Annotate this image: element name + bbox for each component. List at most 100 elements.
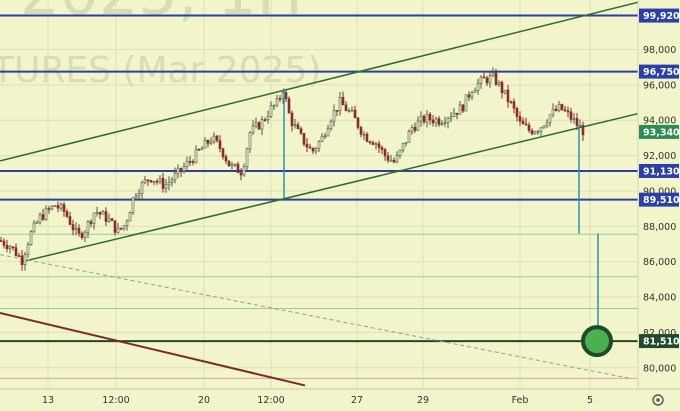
target-circle-marker	[581, 325, 613, 358]
trend-descending-support	[0, 311, 306, 387]
candle-body-15	[44, 208, 48, 220]
candle-body-66	[197, 149, 201, 151]
candle-body-60	[179, 167, 183, 172]
time-tick-label-4: 27	[351, 395, 363, 406]
trend-lines	[0, 1, 641, 387]
price-tag-label-2: 93,340	[643, 127, 680, 138]
candle-body-43	[128, 212, 132, 222]
candle-body-186	[557, 103, 561, 111]
candle-body-86	[257, 122, 261, 130]
candle-body-107	[320, 135, 324, 142]
candle-body-148	[443, 122, 447, 124]
candle-body-25	[74, 227, 78, 231]
candle-body-152	[455, 112, 459, 115]
candle-body-31	[92, 212, 96, 224]
candle-body-178	[533, 131, 537, 135]
time-tick-label-6: Feb	[512, 395, 529, 406]
candle-body-92	[275, 98, 279, 106]
candle-body-6	[17, 255, 21, 257]
candle-body-78	[233, 163, 237, 166]
candle-body-144	[431, 119, 435, 124]
price-tick-label-6: 86,000	[643, 257, 676, 268]
candle-body-170	[509, 101, 513, 103]
price-tick-label-5: 88,000	[643, 222, 676, 233]
candle-body-137	[410, 127, 414, 132]
candle-body-177	[530, 130, 534, 135]
candle-body-147	[440, 123, 444, 125]
candle-body-143	[428, 114, 432, 121]
horizontal-levels	[0, 14, 638, 379]
candle-body-74	[221, 148, 225, 157]
candle-body-47	[140, 182, 144, 195]
candle-body-105	[314, 148, 318, 152]
candle-body-181	[542, 125, 546, 129]
candle-body-176	[527, 124, 531, 131]
candle-body-135	[404, 142, 408, 144]
candle-body-28	[83, 231, 87, 238]
candle-body-49	[146, 179, 150, 182]
candle-body-81	[242, 166, 246, 176]
candle-body-155	[464, 94, 468, 112]
time-tick-label-7: 5	[587, 395, 593, 406]
candle-body-118	[353, 109, 357, 119]
candle-body-37	[110, 218, 114, 221]
candle-body-16	[47, 208, 51, 210]
candle-body-126	[377, 143, 381, 148]
candle-body-61	[182, 166, 186, 172]
candle-body-162	[485, 77, 489, 84]
candle-body-188	[563, 109, 567, 112]
candle-body-55	[164, 184, 168, 189]
settings-button[interactable]	[652, 394, 664, 406]
candle-body-166	[497, 82, 501, 85]
candle-body-125	[374, 143, 378, 146]
candle-body-2	[5, 245, 9, 249]
candle-body-42	[125, 220, 129, 226]
candle-body-191	[572, 118, 576, 120]
candle-body-165	[494, 72, 498, 85]
candles	[0, 67, 585, 271]
candle-body-50	[149, 180, 153, 183]
price-tag-label-0: 99,920	[643, 11, 680, 22]
candle-body-192	[575, 118, 579, 126]
candle-body-122	[365, 133, 369, 142]
price-tick-label-0: 98,000	[643, 45, 676, 56]
candle-body-179	[536, 131, 540, 133]
candle-body-9	[26, 244, 30, 255]
candle-body-110	[329, 120, 333, 129]
price-tick-label-4: 90,000	[643, 186, 676, 197]
candle-body-129	[386, 155, 390, 161]
candle-body-12	[35, 221, 39, 224]
candle-body-7	[20, 255, 24, 265]
candle-body-75	[224, 156, 228, 162]
candle-body-116	[347, 110, 351, 112]
candle-body-113	[338, 97, 342, 112]
candle-body-93	[278, 98, 282, 100]
price-tag-3	[639, 163, 679, 178]
price-tag-5	[639, 334, 679, 349]
candle-body-80	[239, 172, 243, 176]
candle-body-83	[248, 132, 252, 150]
candle-body-13	[38, 214, 42, 223]
candle-body-104	[311, 147, 315, 152]
candle-body-19	[56, 205, 60, 209]
candle-body-63	[188, 161, 192, 163]
candle-body-20	[59, 204, 63, 209]
candle-body-44	[131, 197, 135, 213]
candle-body-130	[389, 159, 393, 162]
candle-body-33	[98, 211, 102, 215]
candle-body-27	[80, 232, 84, 238]
time-tick-label-2: 20	[198, 395, 210, 406]
candle-body-102	[305, 143, 309, 148]
candle-body-90	[269, 105, 273, 117]
candle-body-98	[293, 124, 297, 127]
gear-icon[interactable]	[652, 394, 664, 406]
candle-body-154	[461, 104, 465, 112]
candle-body-159	[476, 83, 480, 91]
watermark-line-2: TURES (Mar 2025)	[0, 50, 321, 91]
candle-body-112	[335, 109, 339, 112]
candle-body-106	[317, 141, 321, 149]
candle-body-156	[467, 94, 471, 98]
candle-body-32	[95, 211, 99, 214]
candle-body-72	[215, 135, 219, 141]
